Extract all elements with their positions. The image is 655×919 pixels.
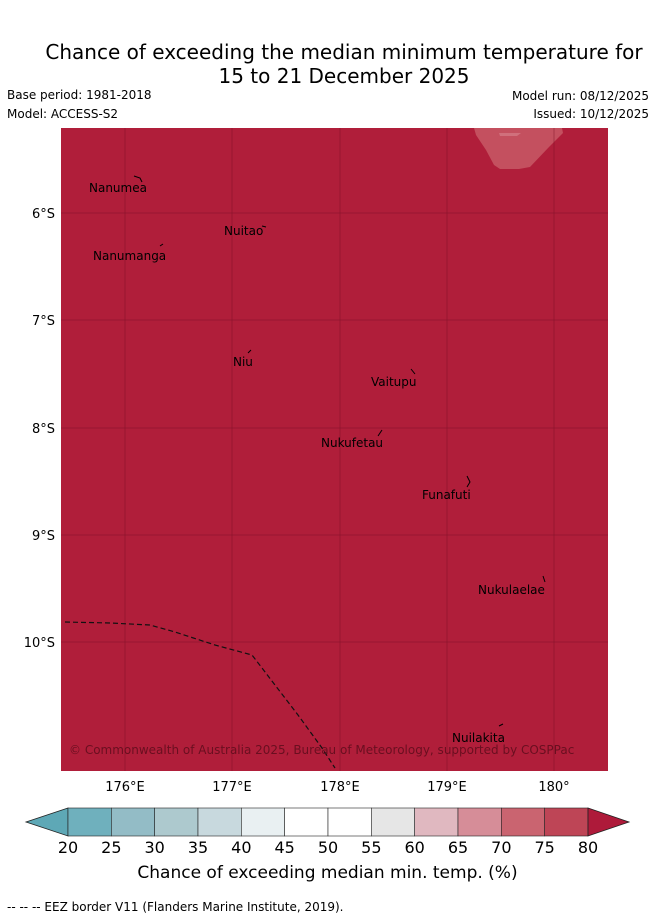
map-credit: © Commonwealth of Australia 2025, Bureau… [69,743,574,757]
island-nuilakita [498,723,504,727]
colorbar-segment [67,807,112,837]
colorbar-segment [111,807,155,837]
lon-tick: 179°E [427,780,467,795]
title-line-2: 15 to 21 December 2025 [218,64,470,88]
colorbar-tick-label: 80 [578,838,598,857]
colorbar-label: Chance of exceeding median min. temp. (%… [137,863,518,883]
place-label: Nukulaelae [478,583,545,597]
lower-chance-patch [474,128,563,169]
colorbar-tick-label: 25 [101,838,121,857]
colorbar-segment [457,807,502,837]
lon-tick: 176°E [105,780,145,795]
colorbar-tick-label: 55 [361,838,381,857]
colorbar-tick-label: 30 [144,838,164,857]
lat-tick: 8°S [32,422,55,437]
colorbar-segment [327,807,372,837]
island-nuitao [261,225,267,228]
place-label: Vaitupu [371,375,417,389]
lat-tick: 6°S [32,207,55,222]
colorbar-segment [371,807,415,837]
place-label: Nanumea [89,181,147,195]
place-label: Niu [233,355,253,369]
island-niu [247,349,252,354]
island-funafuti [466,475,471,488]
colorbar-tick-label: 60 [404,838,424,857]
lon-tick: 180° [538,780,569,795]
colorbar-segment [414,807,459,837]
place-label: Funafuti [422,488,471,502]
eez-border [64,621,336,769]
islands [133,175,546,727]
colorbar-segment [544,807,589,837]
colorbar-tick-label: 75 [534,838,554,857]
lat-tick: 10°S [24,636,55,651]
eez-legend-note: -- -- -- EEZ border V11 (Flanders Marine… [7,900,344,914]
place-label: Nanumanga [93,249,166,263]
map-background [61,128,608,771]
island-vaitupu [410,368,416,375]
colorbar-tick-label: 70 [491,838,511,857]
colorbar-extend-low [24,807,69,837]
colorbar-segment [197,807,242,837]
lat-tick-labels: 6°S 7°S 8°S 9°S 10°S [24,207,55,651]
place-label: Nukufetau [321,436,383,450]
issued-date: Issued: 10/12/2025 [533,107,649,121]
colorbar-tick-label: 50 [318,838,338,857]
island-nukufetau [377,429,383,437]
place-labels: Nanumea Nuitao Nanumanga Niu Vaitupu Nuk… [89,181,545,745]
colorbar-extend-high [587,807,631,837]
model-name: Model: ACCESS-S2 [7,107,119,121]
map-title: Chance of exceeding the median minimum t… [0,40,655,88]
colorbar-segment [154,807,199,837]
lon-tick-labels: 176°E 177°E 178°E 179°E 180° [105,780,569,795]
gridlines [61,128,608,771]
colorbar-segment [241,807,285,837]
model-run: Model run: 08/12/2025 [511,89,649,103]
island-nanumea [133,175,143,183]
lat-tick: 7°S [32,314,55,329]
colorbar [24,807,631,837]
colorbar-tick-label: 40 [231,838,251,857]
place-label: Nuilakita [452,731,505,745]
colorbar-segment [284,807,329,837]
lower-chance-inner [499,133,521,136]
colorbar-tick-label: 35 [188,838,208,857]
base-period: Base period: 1981-2018 [7,88,152,102]
lat-tick: 9°S [32,529,55,544]
place-label: Nuitao [224,224,263,238]
colorbar-tick-label: 65 [448,838,468,857]
lon-tick: 178°E [320,780,360,795]
island-nukulaelae [542,575,546,583]
colorbar-tick-label: 20 [58,838,78,857]
colorbar-ticks: 20 25 30 35 40 45 50 55 60 65 70 75 80 [58,838,598,857]
title-line-1: Chance of exceeding the median minimum t… [45,40,643,64]
island-nanumanga [159,243,164,247]
lon-tick: 177°E [212,780,252,795]
colorbar-segment [501,807,545,837]
colorbar-tick-label: 45 [274,838,294,857]
